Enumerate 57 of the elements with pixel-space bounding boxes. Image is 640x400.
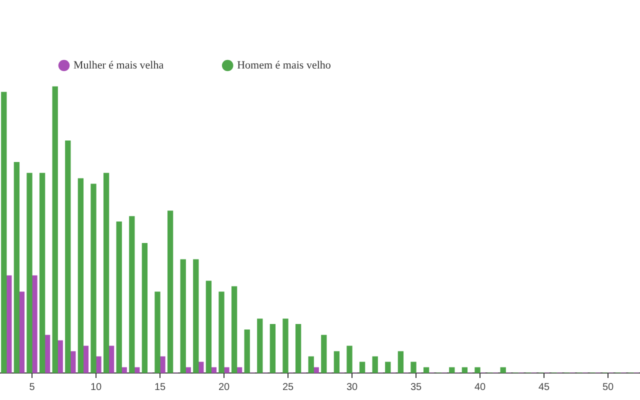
bar bbox=[129, 216, 135, 373]
x-tick-label: 25 bbox=[282, 382, 294, 393]
bar bbox=[244, 329, 250, 373]
bar bbox=[218, 292, 224, 373]
bar bbox=[385, 362, 391, 373]
bar bbox=[236, 367, 242, 373]
bar bbox=[65, 140, 71, 373]
bar bbox=[359, 362, 366, 373]
bar bbox=[224, 367, 230, 373]
bar bbox=[257, 318, 263, 373]
bar bbox=[500, 367, 506, 373]
bar bbox=[142, 242, 148, 373]
x-tick-label: 35 bbox=[410, 382, 422, 393]
bar bbox=[462, 367, 468, 373]
bar bbox=[39, 172, 46, 373]
bar bbox=[185, 367, 191, 373]
bar bbox=[231, 286, 238, 373]
bar bbox=[313, 367, 319, 373]
bar bbox=[134, 367, 140, 373]
bar bbox=[270, 324, 276, 373]
bar bbox=[26, 172, 32, 373]
bar bbox=[78, 178, 84, 373]
bar bbox=[167, 210, 174, 373]
bar bbox=[282, 318, 288, 373]
bar bbox=[308, 356, 314, 373]
bar bbox=[210, 367, 217, 373]
x-tick-label: 15 bbox=[154, 382, 166, 393]
bar bbox=[52, 86, 58, 373]
bar bbox=[410, 362, 416, 373]
bar bbox=[180, 259, 186, 373]
bar bbox=[103, 172, 110, 373]
legend-label: Homem é mais velho bbox=[237, 59, 332, 72]
x-tick-label: 10 bbox=[90, 382, 102, 393]
bar bbox=[321, 334, 327, 373]
bar bbox=[474, 367, 480, 373]
bar bbox=[121, 367, 127, 373]
x-tick-label: 50 bbox=[602, 382, 614, 393]
bar bbox=[372, 356, 378, 373]
bar bbox=[295, 324, 302, 373]
x-tick-label: 40 bbox=[474, 382, 486, 393]
x-tick-label: 30 bbox=[346, 382, 358, 393]
legend-label: Mulher é mais velha bbox=[74, 59, 164, 72]
bar bbox=[206, 280, 212, 373]
bar bbox=[90, 184, 96, 373]
bar bbox=[334, 351, 340, 373]
x-tick-label: 20 bbox=[218, 382, 230, 393]
bar bbox=[154, 292, 160, 373]
bar bbox=[423, 367, 430, 373]
bar bbox=[116, 222, 122, 373]
x-tick-label: 45 bbox=[538, 382, 550, 393]
bar bbox=[193, 259, 199, 373]
bar bbox=[14, 162, 20, 373]
bar bbox=[1, 92, 7, 373]
x-tick-label: 5 bbox=[29, 382, 36, 393]
bar bbox=[346, 346, 352, 373]
bar bbox=[398, 351, 404, 373]
bar bbox=[449, 367, 455, 373]
